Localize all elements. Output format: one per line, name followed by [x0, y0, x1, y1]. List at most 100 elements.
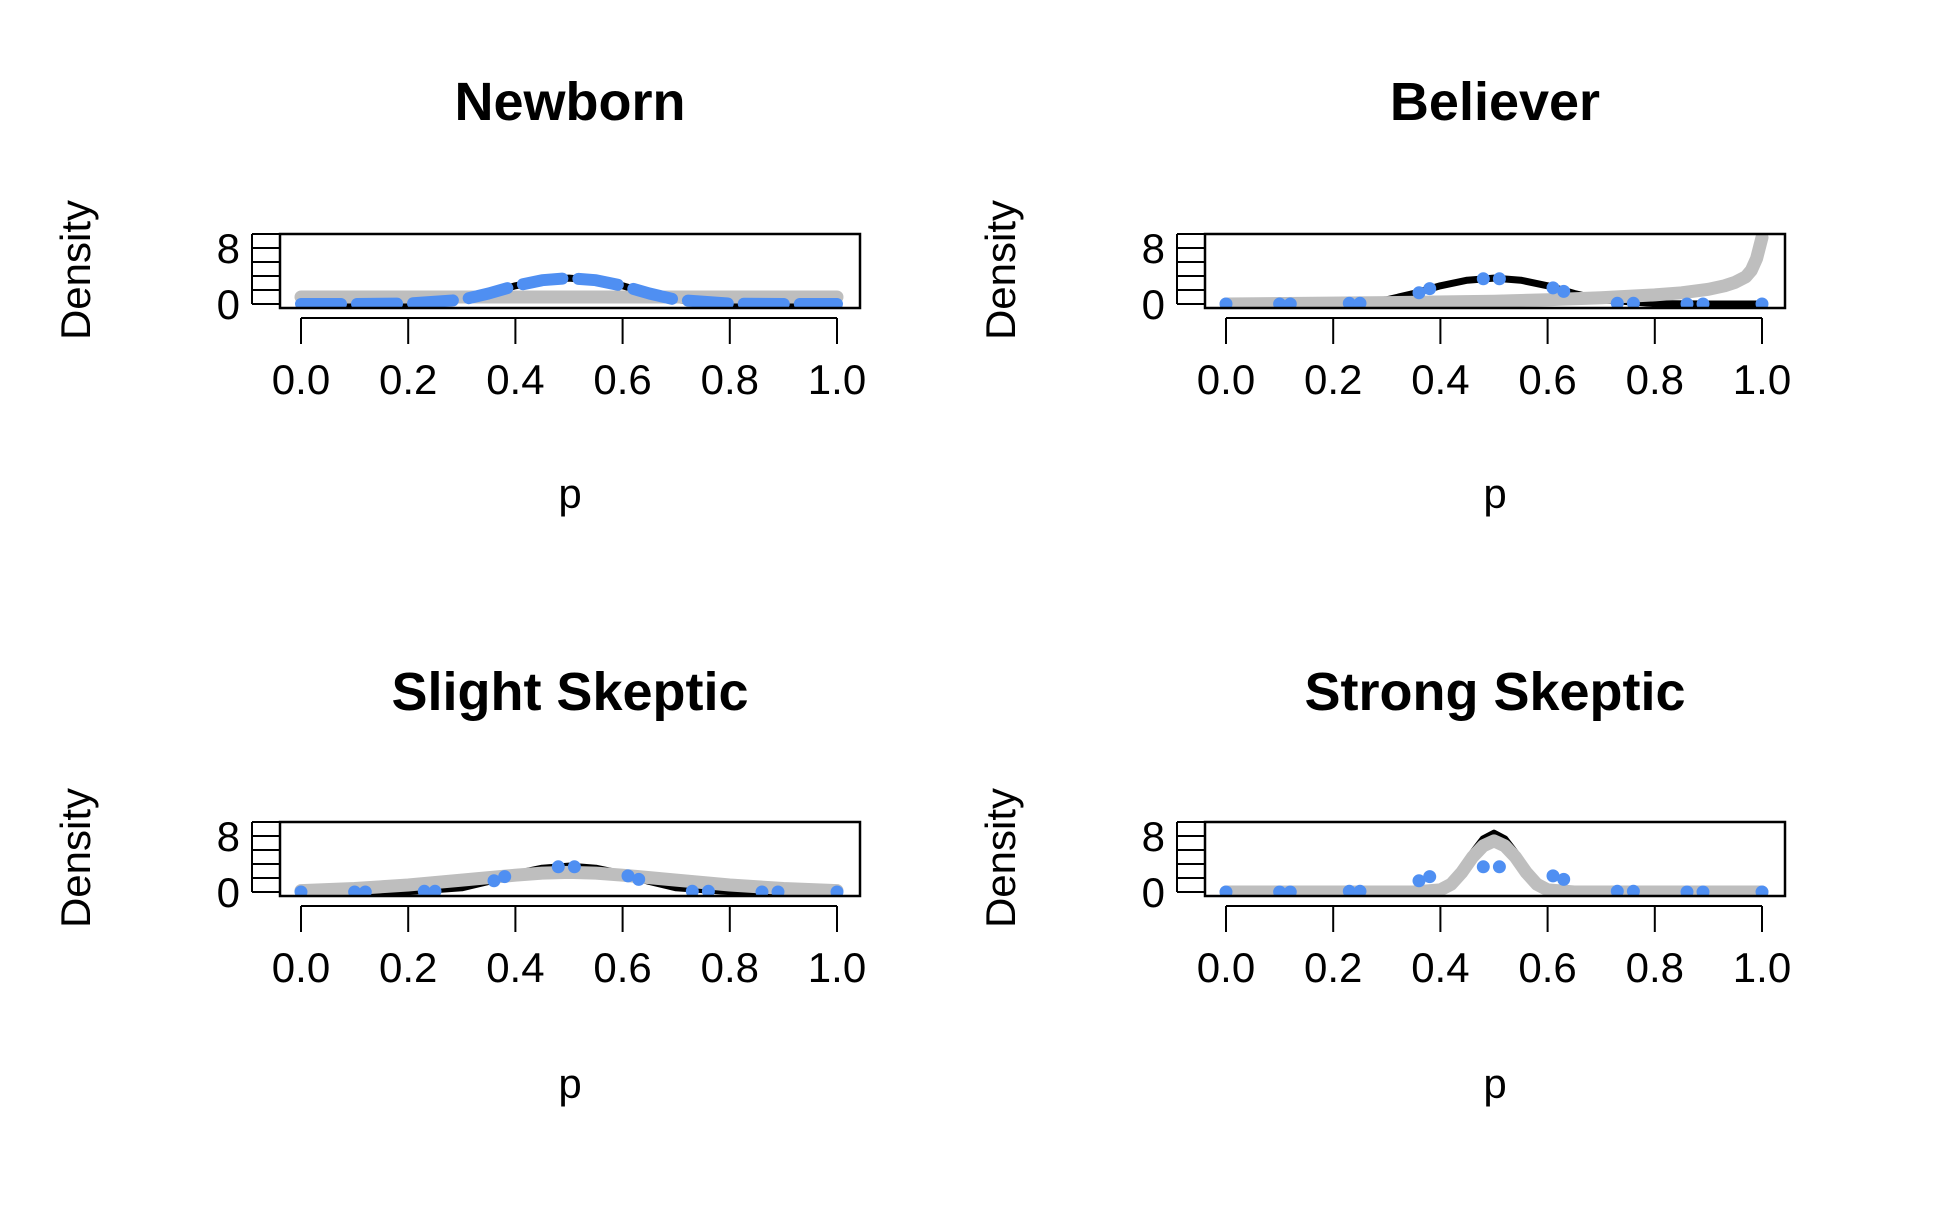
prior-point [755, 885, 769, 896]
x-axis-label: p [1483, 1060, 1506, 1107]
panel-title: Believer [1390, 72, 1600, 132]
prior-point [1283, 885, 1297, 896]
plot-frame [1203, 820, 1787, 898]
x-tick-label: 0.2 [379, 944, 437, 991]
panel-newborn: Newborn Density p 0 8 0.0 0.2 0.4 0.6 0.8 1.0 [52, 72, 866, 517]
plot-frame [278, 232, 862, 310]
x-tick-label: 0.0 [272, 944, 330, 991]
prior-line [295, 272, 843, 308]
prior-point [1492, 860, 1506, 874]
prior-point [1353, 884, 1367, 896]
posterior-line [1219, 834, 1769, 896]
prior-point [1476, 860, 1490, 874]
x-tick-label: 0.6 [593, 356, 651, 403]
plot-area [1219, 234, 1769, 308]
y-tick-label: 0 [1142, 281, 1165, 328]
panel-title: Strong Skeptic [1304, 662, 1685, 722]
prior-point [1492, 272, 1506, 286]
prior-point [701, 884, 715, 896]
prior-point [1546, 869, 1560, 883]
prior-point [1626, 884, 1640, 896]
prior-point [498, 870, 512, 884]
plot-area [294, 272, 844, 308]
prior-point [1755, 885, 1769, 896]
plot-area [294, 860, 844, 896]
prior-point [1423, 282, 1437, 296]
prior-point [632, 872, 646, 886]
prior-point [1219, 297, 1233, 308]
prior-point [1412, 286, 1426, 300]
prior-point [294, 885, 308, 896]
prior-point [417, 884, 431, 896]
x-tick-label: 0.6 [593, 944, 651, 991]
prior-point [1412, 874, 1426, 888]
prior-point [1626, 296, 1640, 308]
y-tick-label: 8 [217, 813, 240, 860]
prior-point [1423, 870, 1437, 884]
x-tick-label: 0.4 [1411, 356, 1469, 403]
prior-point [830, 885, 844, 896]
x-tick-label: 0.6 [1518, 944, 1576, 991]
y-tick-label: 0 [1142, 869, 1165, 916]
prior-point [1696, 297, 1710, 308]
y-axis-label: Density [977, 788, 1024, 928]
x-tick-label: 0.6 [1518, 356, 1576, 403]
prior-point [1273, 297, 1287, 308]
prior-point [1610, 884, 1624, 896]
prior-point [1342, 884, 1356, 896]
panel-title: Slight Skeptic [391, 662, 748, 722]
x-axis-label: p [1483, 470, 1506, 517]
y-axis-label: Density [52, 788, 99, 928]
x-tick-label: 0.4 [486, 356, 544, 403]
x-tick-label: 0.0 [1197, 944, 1255, 991]
x-tick-label: 1.0 [1733, 356, 1791, 403]
prior-point [1557, 872, 1571, 886]
prior-point [1283, 297, 1297, 308]
y-axis-label: Density [52, 200, 99, 340]
x-tick-label: 0.8 [701, 356, 759, 403]
prior-point [1610, 296, 1624, 308]
y-tick-label: 0 [217, 869, 240, 916]
prior-point [1476, 272, 1490, 286]
panel-strong-skeptic: Strong Skeptic Density p 0 8 0.0 0.2 0.4 0.6 0.8 1… [977, 662, 1791, 1107]
prior-point [551, 860, 565, 874]
prior-point [1353, 296, 1367, 308]
prior-point [567, 860, 581, 874]
prior-point [1696, 885, 1710, 896]
posterior-line [1219, 234, 1769, 308]
plot-area [1219, 829, 1769, 896]
prior-point [1342, 296, 1356, 308]
x-tick-label: 0.2 [379, 356, 437, 403]
plot-frame [1203, 232, 1787, 310]
y-axis-label: Density [977, 200, 1024, 340]
x-tick-label: 0.4 [1411, 944, 1469, 991]
posterior-line [294, 865, 844, 896]
y-tick-label: 8 [217, 225, 240, 272]
y-tick-label: 0 [217, 281, 240, 328]
prior-point [621, 869, 635, 883]
prior-point [1680, 885, 1694, 896]
panel-believer: Believer Density p 0 8 0.0 0.2 0.4 0.6 0.8 1.0 [977, 72, 1791, 517]
x-tick-label: 0.8 [1626, 944, 1684, 991]
prior-point [1557, 284, 1571, 298]
prior-point [1219, 885, 1233, 896]
x-tick-label: 1.0 [808, 944, 866, 991]
x-tick-label: 0.8 [1626, 356, 1684, 403]
prior-point [771, 885, 785, 896]
y-tick-label: 8 [1142, 225, 1165, 272]
prior-point [1680, 297, 1694, 308]
y-tick-label: 8 [1142, 813, 1165, 860]
x-tick-label: 1.0 [1733, 944, 1791, 991]
prior-point [1546, 281, 1560, 295]
x-tick-label: 0.4 [486, 944, 544, 991]
prior-point [1273, 885, 1287, 896]
prior-point [487, 874, 501, 888]
prior-point [685, 884, 699, 896]
x-axis-label: p [558, 470, 581, 517]
x-tick-label: 0.0 [1197, 356, 1255, 403]
prior-point [348, 885, 362, 896]
x-tick-label: 1.0 [808, 356, 866, 403]
x-tick-label: 0.8 [701, 944, 759, 991]
